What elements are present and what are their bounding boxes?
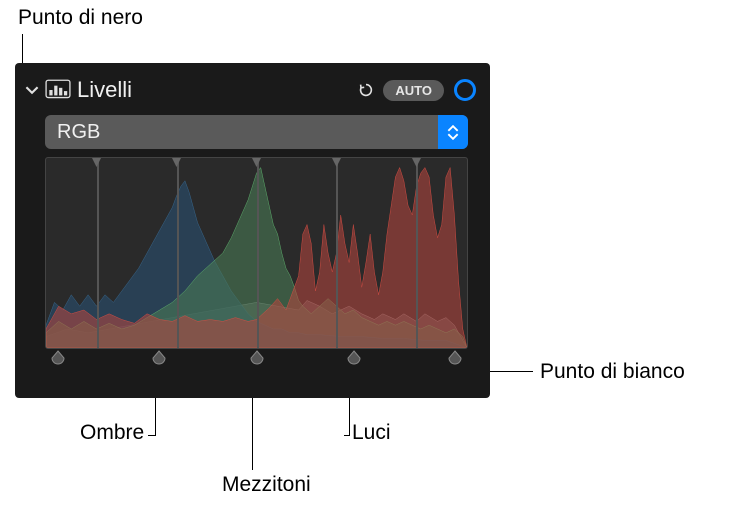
- callout-line-midtones: [252, 397, 253, 470]
- white-point-knob[interactable]: [447, 349, 463, 367]
- callout-line-highlights-h: [344, 435, 350, 436]
- callout-line-shadows-h: [148, 435, 156, 436]
- slider-track: [45, 349, 468, 367]
- callout-white-point-label: Punto di bianco: [540, 360, 685, 384]
- updown-icon: [438, 115, 468, 149]
- midtones-knob[interactable]: [249, 349, 265, 367]
- histogram-gridline: [97, 158, 99, 348]
- chevron-down-icon[interactable]: [25, 83, 39, 97]
- shadows-knob[interactable]: [151, 349, 167, 367]
- panel-header: Livelli AUTO: [15, 73, 490, 107]
- enable-toggle[interactable]: [454, 79, 476, 101]
- callout-highlights-label: Luci: [352, 421, 391, 445]
- levels-icon: [45, 79, 71, 101]
- callout-line-highlights-v: [349, 397, 350, 435]
- panel-title: Livelli: [77, 77, 132, 103]
- histogram-gridline: [416, 158, 418, 348]
- histogram-area: [45, 157, 468, 369]
- histogram-gridline: [177, 158, 179, 348]
- callout-line-shadows-v: [155, 397, 156, 435]
- callout-shadows-label: Ombre: [80, 421, 144, 445]
- channel-dropdown-label: RGB: [45, 121, 100, 144]
- black-point-knob[interactable]: [50, 349, 66, 367]
- histogram-gridline: [336, 158, 338, 348]
- auto-button[interactable]: AUTO: [383, 80, 444, 101]
- channel-dropdown[interactable]: RGB: [45, 115, 468, 149]
- callout-midtones-label: Mezzitoni: [222, 473, 311, 497]
- highlights-knob[interactable]: [346, 349, 362, 367]
- histogram: [45, 157, 468, 349]
- histogram-gridline: [257, 158, 259, 348]
- reset-icon[interactable]: [357, 81, 375, 99]
- levels-panel: Livelli AUTO RGB: [15, 63, 490, 398]
- callout-black-point-label: Punto di nero: [18, 6, 143, 30]
